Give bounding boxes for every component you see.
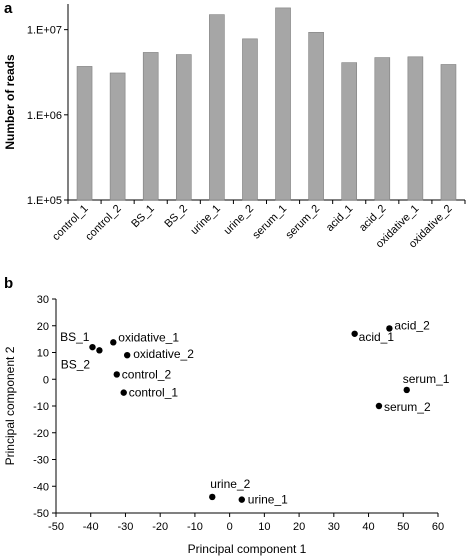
bar-category-label: BS_2 bbox=[162, 203, 190, 231]
scatter-x-tick-label: 10 bbox=[258, 521, 270, 533]
scatter-x-tick-label: -10 bbox=[187, 521, 203, 533]
scatter-y-tick-label: -50 bbox=[33, 508, 49, 520]
scatter-y-tick-label: -40 bbox=[33, 481, 49, 493]
scatter-x-tick-label: 0 bbox=[227, 521, 233, 533]
bar bbox=[407, 56, 424, 201]
panel-b-label: b bbox=[4, 275, 13, 292]
scatter-point-label: acid_2 bbox=[394, 318, 430, 332]
bar-y-tick-label: 1.E+06 bbox=[27, 110, 62, 122]
bar bbox=[275, 7, 291, 201]
scatter-point bbox=[89, 343, 96, 351]
scatter-point-label: urine_2 bbox=[210, 477, 250, 491]
scatter-x-tick-label: -20 bbox=[152, 521, 168, 533]
bar-category-label: serum_2 bbox=[283, 203, 322, 242]
bar bbox=[341, 62, 358, 201]
scatter-point-label: acid_1 bbox=[359, 330, 395, 344]
panel-a-label: a bbox=[4, 0, 13, 17]
scatter-point-label: serum_2 bbox=[384, 400, 431, 414]
scatter-y-tick-label: 20 bbox=[37, 321, 49, 333]
scatter-point bbox=[110, 339, 117, 346]
bar bbox=[209, 14, 225, 201]
scatter-point bbox=[403, 386, 410, 394]
bar bbox=[242, 38, 258, 201]
bar bbox=[109, 72, 126, 201]
bar bbox=[308, 32, 324, 201]
scatter-point-label: BS_2 bbox=[61, 357, 91, 371]
scatter-y-tick-label: -10 bbox=[33, 401, 49, 413]
scatter-x-axis-label: Principal component 1 bbox=[188, 542, 307, 556]
scatter-chart: 30 20 10 0 -10 -20 -30 -40 -50 -50 -40 -30 -20 -10 0 1… bbox=[3, 294, 450, 556]
scatter-point bbox=[351, 330, 358, 337]
scatter-point bbox=[113, 371, 120, 378]
bar-category-label: urine_1 bbox=[189, 203, 223, 237]
bar bbox=[440, 64, 457, 201]
scatter-point bbox=[238, 496, 245, 503]
scatter-y-tick-label: -20 bbox=[33, 428, 49, 440]
scatter-point-label: control_2 bbox=[122, 367, 172, 381]
scatter-point-label: serum_1 bbox=[403, 372, 450, 386]
scatter-point-label: urine_1 bbox=[248, 493, 288, 507]
scatter-x-tick-label: 60 bbox=[432, 521, 444, 533]
bar-category-label: BS_1 bbox=[129, 203, 157, 231]
bar-category-label: acid_2 bbox=[357, 203, 388, 234]
scatter-point-label: BS_1 bbox=[60, 330, 90, 344]
scatter-point bbox=[375, 402, 383, 410]
scatter-point bbox=[120, 389, 127, 396]
bar-y-axis-label: Number of reads bbox=[3, 54, 17, 150]
scatter-x-tick-label: -40 bbox=[83, 521, 99, 533]
scatter-point bbox=[96, 347, 103, 354]
scatter-point bbox=[386, 325, 393, 332]
bar-y-tick-label: 1.E+05 bbox=[27, 195, 62, 207]
scatter-y-tick-label: -30 bbox=[33, 455, 49, 467]
scatter-x-tick-label: 50 bbox=[397, 521, 409, 533]
scatter-y-axis-label: Principal component 2 bbox=[3, 346, 17, 465]
scatter-x-tick-label: 40 bbox=[362, 521, 374, 533]
scatter-x-tick-label: -50 bbox=[48, 521, 64, 533]
bar-category-label: control_2 bbox=[83, 203, 123, 243]
bar bbox=[76, 66, 93, 201]
scatter-y-tick-label: 0 bbox=[43, 374, 49, 386]
bar-category-label: serum_1 bbox=[250, 203, 289, 242]
bar-y-tick-label: 1.E+07 bbox=[27, 25, 62, 37]
bar bbox=[374, 57, 391, 201]
bar bbox=[142, 52, 159, 201]
scatter-point bbox=[123, 351, 131, 359]
scatter-point-label: control_1 bbox=[129, 386, 179, 400]
bar-category-label: acid_1 bbox=[324, 203, 355, 234]
scatter-point-label: oxidative_1 bbox=[118, 330, 179, 344]
bar bbox=[175, 54, 192, 201]
scatter-x-tick-label: 20 bbox=[293, 521, 305, 533]
scatter-point-label: oxidative_2 bbox=[133, 347, 194, 361]
scatter-point bbox=[209, 493, 216, 501]
scatter-y-tick-label: 10 bbox=[37, 348, 49, 360]
scatter-y-tick-label: 30 bbox=[37, 294, 49, 306]
scatter-x-tick-label: -30 bbox=[118, 521, 134, 533]
scatter-x-tick-label: 30 bbox=[328, 521, 340, 533]
